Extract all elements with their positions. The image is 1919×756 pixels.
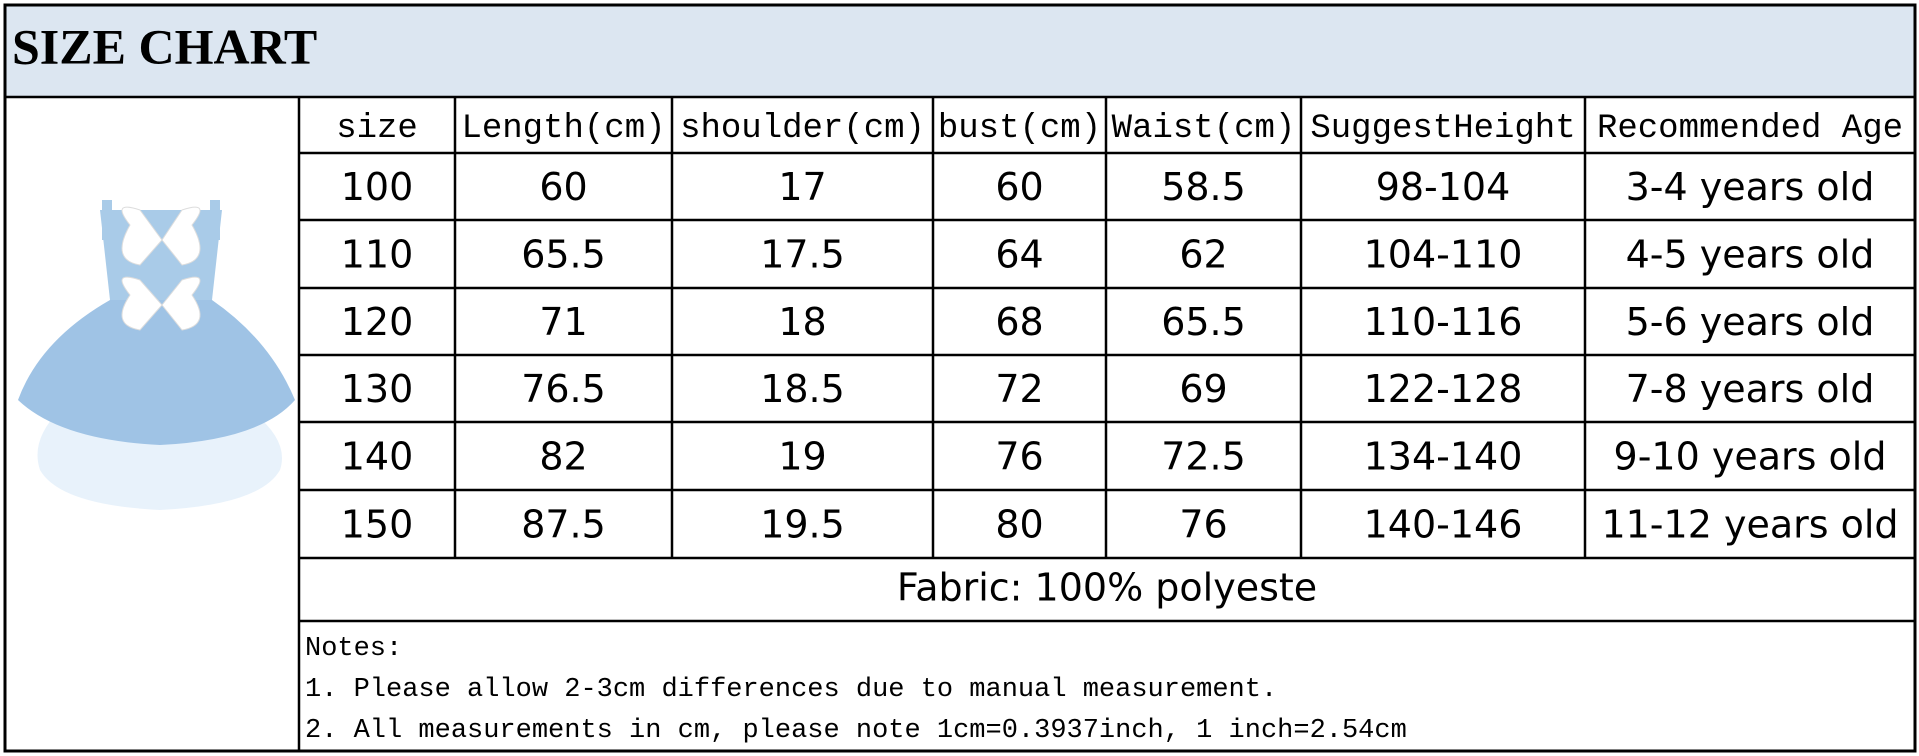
table-cell: 64 xyxy=(995,233,1043,277)
note-line: 2. All measurements in cm, please note 1… xyxy=(305,716,1407,746)
table-cell: 68 xyxy=(995,300,1043,344)
table-cell: 134-140 xyxy=(1364,435,1523,479)
table-cell: 11-12 years old xyxy=(1601,503,1898,547)
column-header: Length(cm) xyxy=(461,110,665,148)
column-header: size xyxy=(336,110,418,148)
table-cell: 19 xyxy=(778,435,826,479)
table-cell: 18.5 xyxy=(760,367,845,411)
table-cell: 104-110 xyxy=(1364,233,1523,277)
table-cell: 65.5 xyxy=(1161,300,1246,344)
note-line: 1. Please allow 2-3cm differences due to… xyxy=(305,675,1277,705)
table-cell: 140-146 xyxy=(1364,503,1523,547)
table-cell: 19.5 xyxy=(760,503,845,547)
table-cell: 69 xyxy=(1179,367,1227,411)
table-cell: 72.5 xyxy=(1161,435,1246,479)
table-cell: 76.5 xyxy=(521,367,606,411)
table-cell: 60 xyxy=(539,165,587,209)
table-cell: 80 xyxy=(995,503,1043,547)
table-cell: 150 xyxy=(341,503,414,547)
table-cell: 58.5 xyxy=(1161,165,1246,209)
table-cell: 62 xyxy=(1179,233,1227,277)
table-cell: 98-104 xyxy=(1376,165,1511,209)
fabric-note: Fabric: 100% polyeste xyxy=(897,566,1317,610)
table-cell: 18 xyxy=(778,300,826,344)
column-header: Recommended Age xyxy=(1597,110,1903,148)
outer-border xyxy=(3,3,1917,753)
table-cell: 130 xyxy=(341,367,414,411)
table-cell: 100 xyxy=(341,165,414,209)
column-header: Waist(cm) xyxy=(1112,110,1296,148)
table-cell: 71 xyxy=(539,300,587,344)
column-header: bust(cm) xyxy=(938,110,1101,148)
table-cell: 60 xyxy=(995,165,1043,209)
table-cell: 3-4 years old xyxy=(1626,165,1875,209)
table-cell: 65.5 xyxy=(521,233,606,277)
table-cell: 110 xyxy=(341,233,414,277)
table-cell: 120 xyxy=(341,300,414,344)
table-cell: 110-116 xyxy=(1364,300,1523,344)
title-band xyxy=(5,5,1915,97)
table-cell: 122-128 xyxy=(1364,367,1523,411)
table-cell: 7-8 years old xyxy=(1626,367,1875,411)
table-cell: 140 xyxy=(341,435,414,479)
title: SIZE CHART xyxy=(12,18,317,74)
table-cell: 17 xyxy=(778,165,826,209)
column-header: shoulder(cm) xyxy=(680,110,925,148)
dress-image xyxy=(18,200,295,510)
table-cell: 17.5 xyxy=(760,233,845,277)
notes-heading: Notes: xyxy=(305,634,402,664)
table-cell: 76 xyxy=(1179,503,1227,547)
table-cell: 72 xyxy=(995,367,1043,411)
table-cell: 5-6 years old xyxy=(1626,300,1875,344)
table-cell: 76 xyxy=(995,435,1043,479)
column-header: SuggestHeight xyxy=(1310,110,1575,148)
table-cell: 9-10 years old xyxy=(1614,435,1887,479)
table-cell: 82 xyxy=(539,435,587,479)
table-cell: 4-5 years old xyxy=(1626,233,1875,277)
table-cell: 87.5 xyxy=(521,503,606,547)
